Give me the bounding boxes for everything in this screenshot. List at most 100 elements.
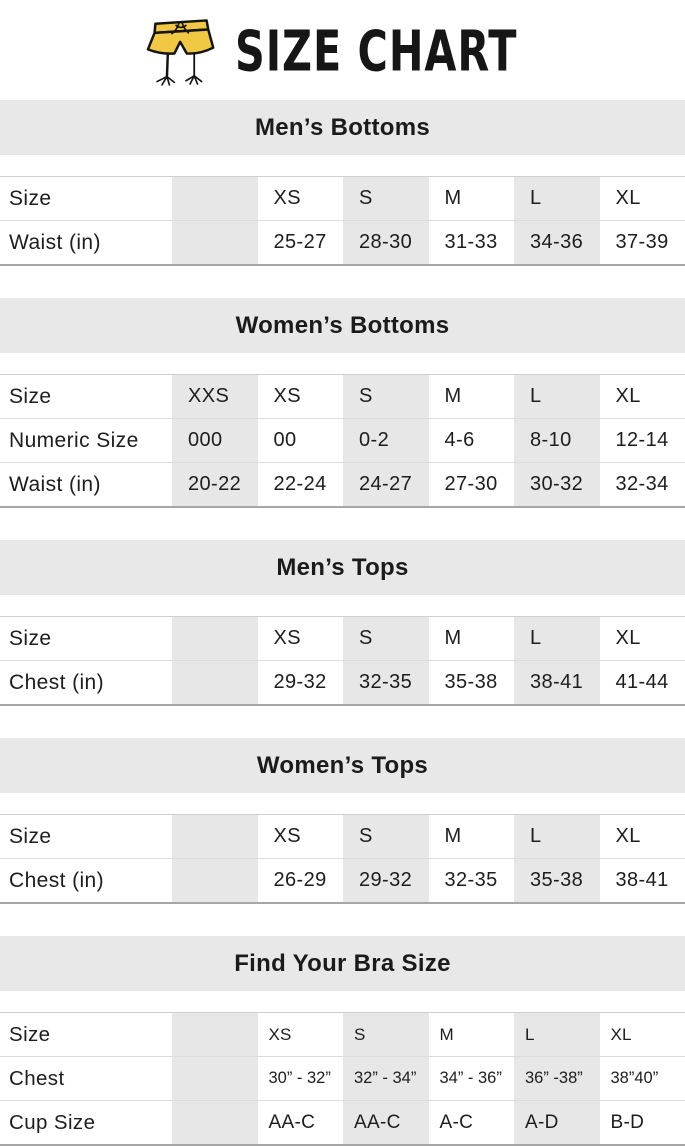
value-cell: 8-10 bbox=[514, 419, 600, 463]
value-cell: L bbox=[514, 1013, 600, 1057]
value-cell: 0-2 bbox=[343, 419, 429, 463]
value-cell: S bbox=[343, 617, 429, 661]
empty-cell bbox=[172, 661, 258, 706]
value-cell: 24-27 bbox=[343, 463, 429, 508]
section-title: Find Your Bra Size bbox=[234, 950, 451, 978]
value-cell: 22-24 bbox=[258, 463, 344, 508]
row-label: Waist (in) bbox=[0, 463, 172, 508]
value-cell: 30” - 32” bbox=[258, 1057, 344, 1101]
value-cell: 35-38 bbox=[514, 859, 600, 904]
value-cell: 26-29 bbox=[258, 859, 344, 904]
value-cell: 29-32 bbox=[343, 859, 429, 904]
value-cell: 32-34 bbox=[600, 463, 685, 508]
value-cell: 000 bbox=[172, 419, 258, 463]
value-cell: 37-39 bbox=[600, 221, 685, 266]
value-cell: 25-27 bbox=[258, 221, 344, 266]
value-cell: XS bbox=[258, 375, 344, 419]
section-title-band-men-s-tops: Men’s Tops bbox=[0, 540, 685, 595]
value-cell: M bbox=[429, 177, 515, 221]
value-cell: A-D bbox=[514, 1101, 600, 1146]
value-cell: 32-35 bbox=[429, 859, 515, 904]
section-title: Women’s Tops bbox=[257, 752, 428, 780]
page-header: SIZE CHART bbox=[0, 0, 685, 100]
value-cell: L bbox=[514, 617, 600, 661]
value-cell: S bbox=[343, 1013, 429, 1057]
value-cell: A-C bbox=[429, 1101, 515, 1146]
row-label: Size bbox=[0, 177, 172, 221]
empty-cell bbox=[172, 1013, 258, 1057]
value-cell: AA-C bbox=[258, 1101, 344, 1146]
section-title-band-women-s-bottoms: Women’s Bottoms bbox=[0, 298, 685, 353]
value-cell: M bbox=[429, 1013, 515, 1057]
value-cell: 4-6 bbox=[429, 419, 515, 463]
value-cell: 20-22 bbox=[172, 463, 258, 508]
value-cell: M bbox=[429, 375, 515, 419]
empty-cell bbox=[172, 221, 258, 266]
value-cell: 35-38 bbox=[429, 661, 515, 706]
value-cell: L bbox=[514, 375, 600, 419]
value-cell: M bbox=[429, 617, 515, 661]
page-title: SIZE CHART bbox=[235, 18, 517, 84]
row-label: Chest (in) bbox=[0, 661, 172, 706]
row-label: Size bbox=[0, 1013, 172, 1057]
value-cell: S bbox=[343, 375, 429, 419]
value-cell: 34-36 bbox=[514, 221, 600, 266]
value-cell: 38”40” bbox=[600, 1057, 685, 1101]
value-cell: 31-33 bbox=[429, 221, 515, 266]
value-cell: XL bbox=[600, 375, 685, 419]
value-cell: S bbox=[343, 177, 429, 221]
value-cell: 38-41 bbox=[600, 859, 685, 904]
value-cell: L bbox=[514, 815, 600, 859]
value-cell: M bbox=[429, 815, 515, 859]
row-label: Cup Size bbox=[0, 1101, 172, 1146]
value-cell: 34” - 36” bbox=[429, 1057, 515, 1101]
value-cell: 29-32 bbox=[258, 661, 344, 706]
empty-cell bbox=[172, 859, 258, 904]
row-label: Size bbox=[0, 375, 172, 419]
row-label: Waist (in) bbox=[0, 221, 172, 266]
value-cell: 28-30 bbox=[343, 221, 429, 266]
value-cell: XS bbox=[258, 1013, 344, 1057]
value-cell: XL bbox=[600, 177, 685, 221]
row-label: Chest bbox=[0, 1057, 172, 1101]
value-cell: 12-14 bbox=[600, 419, 685, 463]
value-cell: 36” -38” bbox=[514, 1057, 600, 1101]
value-cell: L bbox=[514, 177, 600, 221]
row-label: Numeric Size bbox=[0, 419, 172, 463]
empty-cell bbox=[172, 1101, 258, 1146]
empty-cell bbox=[172, 815, 258, 859]
value-cell: 32-35 bbox=[343, 661, 429, 706]
value-cell: XL bbox=[600, 617, 685, 661]
row-label: Size bbox=[0, 617, 172, 661]
value-cell: XL bbox=[600, 1013, 685, 1057]
value-cell: XS bbox=[258, 815, 344, 859]
value-cell: AA-C bbox=[343, 1101, 429, 1146]
value-cell: 00 bbox=[258, 419, 344, 463]
empty-cell bbox=[172, 1057, 258, 1101]
section-title: Men’s Tops bbox=[276, 554, 408, 582]
value-cell: 38-41 bbox=[514, 661, 600, 706]
section-title-band-find-your-bra-size: Find Your Bra Size bbox=[0, 936, 685, 991]
value-cell: XS bbox=[258, 617, 344, 661]
